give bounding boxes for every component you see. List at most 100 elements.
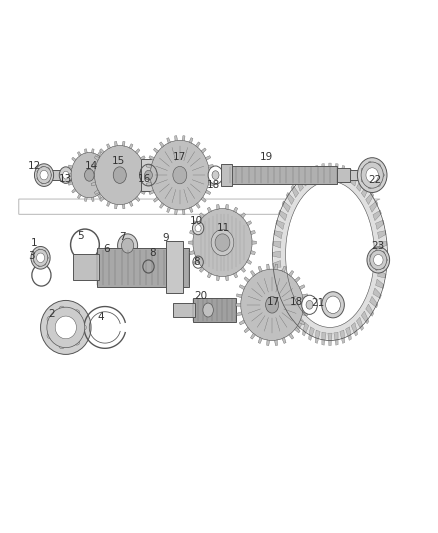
Polygon shape	[308, 327, 314, 341]
Polygon shape	[94, 190, 99, 195]
Text: 4: 4	[97, 312, 104, 321]
Polygon shape	[357, 178, 364, 191]
Polygon shape	[140, 190, 145, 195]
Ellipse shape	[208, 166, 223, 184]
Circle shape	[37, 171, 39, 173]
Polygon shape	[370, 296, 378, 308]
Ellipse shape	[370, 250, 387, 270]
Polygon shape	[252, 241, 256, 244]
Polygon shape	[173, 303, 195, 317]
Polygon shape	[244, 277, 250, 282]
Polygon shape	[122, 204, 125, 209]
Polygon shape	[239, 320, 245, 325]
Polygon shape	[351, 322, 358, 336]
Polygon shape	[289, 333, 294, 339]
Polygon shape	[275, 264, 278, 270]
Polygon shape	[299, 285, 305, 289]
Ellipse shape	[150, 140, 209, 210]
Polygon shape	[357, 317, 364, 330]
Polygon shape	[78, 194, 81, 199]
Polygon shape	[299, 320, 305, 325]
Ellipse shape	[41, 301, 91, 354]
Polygon shape	[98, 194, 101, 199]
Polygon shape	[251, 333, 255, 339]
Ellipse shape	[361, 162, 383, 188]
Circle shape	[33, 260, 35, 262]
Polygon shape	[209, 174, 214, 176]
Polygon shape	[208, 182, 213, 185]
Circle shape	[381, 173, 384, 177]
Text: 23: 23	[371, 240, 385, 251]
Polygon shape	[78, 151, 81, 156]
Polygon shape	[102, 189, 107, 193]
Polygon shape	[276, 279, 284, 288]
Circle shape	[368, 185, 371, 189]
Polygon shape	[190, 230, 194, 235]
Polygon shape	[258, 266, 262, 272]
Polygon shape	[129, 201, 133, 206]
Text: 17: 17	[172, 152, 186, 162]
Ellipse shape	[192, 222, 204, 235]
Ellipse shape	[85, 169, 94, 181]
Ellipse shape	[195, 225, 201, 232]
Polygon shape	[153, 197, 159, 202]
Polygon shape	[379, 241, 387, 248]
Ellipse shape	[366, 168, 378, 182]
Circle shape	[375, 268, 378, 270]
Polygon shape	[376, 279, 384, 288]
Polygon shape	[286, 304, 294, 316]
Polygon shape	[230, 166, 336, 184]
Polygon shape	[291, 311, 299, 324]
Ellipse shape	[374, 254, 383, 265]
Ellipse shape	[215, 234, 230, 251]
Polygon shape	[85, 197, 87, 201]
Text: 22: 22	[368, 175, 381, 185]
Polygon shape	[366, 304, 374, 316]
Ellipse shape	[121, 238, 134, 253]
Polygon shape	[378, 270, 386, 278]
Polygon shape	[267, 264, 270, 270]
Polygon shape	[188, 241, 193, 244]
Polygon shape	[282, 266, 286, 272]
Polygon shape	[73, 254, 99, 280]
Polygon shape	[67, 174, 71, 176]
Polygon shape	[346, 168, 351, 182]
Circle shape	[44, 251, 46, 253]
Text: 3: 3	[28, 251, 34, 261]
Ellipse shape	[322, 292, 344, 318]
Polygon shape	[144, 182, 148, 186]
Polygon shape	[334, 332, 338, 345]
Polygon shape	[282, 296, 290, 308]
Polygon shape	[279, 288, 287, 298]
Ellipse shape	[357, 158, 387, 192]
Ellipse shape	[203, 303, 213, 317]
Polygon shape	[91, 164, 96, 168]
Polygon shape	[189, 207, 193, 213]
Polygon shape	[159, 142, 164, 147]
Ellipse shape	[302, 295, 318, 314]
Circle shape	[81, 325, 86, 330]
Polygon shape	[328, 163, 332, 175]
Polygon shape	[274, 270, 283, 278]
Polygon shape	[114, 141, 117, 146]
Polygon shape	[149, 156, 154, 160]
Polygon shape	[175, 209, 177, 215]
Circle shape	[37, 177, 39, 180]
Polygon shape	[247, 260, 252, 264]
Circle shape	[42, 166, 44, 168]
Ellipse shape	[145, 171, 152, 180]
Polygon shape	[182, 136, 185, 141]
Polygon shape	[295, 327, 300, 333]
Polygon shape	[189, 138, 193, 143]
Circle shape	[59, 343, 65, 349]
Polygon shape	[373, 288, 381, 298]
Polygon shape	[106, 182, 110, 185]
Circle shape	[382, 266, 385, 269]
Polygon shape	[207, 273, 212, 278]
Polygon shape	[193, 260, 198, 264]
Text: 9: 9	[162, 233, 169, 243]
Polygon shape	[201, 197, 206, 202]
Polygon shape	[207, 207, 212, 213]
Text: 6: 6	[103, 244, 110, 254]
Text: 14: 14	[85, 161, 99, 172]
